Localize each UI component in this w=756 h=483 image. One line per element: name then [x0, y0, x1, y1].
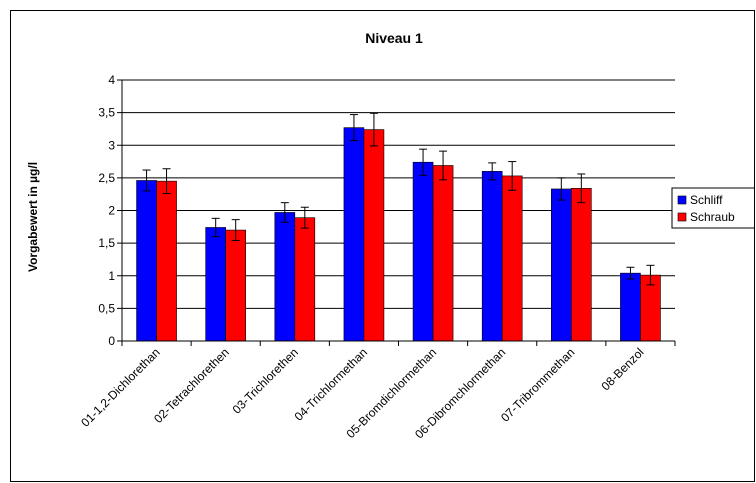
legend-swatch [677, 212, 687, 222]
y-tick-label: 0 [108, 334, 115, 348]
legend-label: Schliff [690, 193, 723, 207]
legend: Schliff Schraub [671, 187, 754, 229]
plot-area: 0 0,5 1 1,5 2 2,5 3 3,5 4 01-1,2-Dichlorethan02-T… [78, 73, 676, 441]
bar-schraub [501, 175, 523, 342]
bar-schliff [551, 188, 572, 342]
legend-label: Schraub [690, 210, 735, 224]
y-tick-label: 2 [108, 204, 115, 218]
bar-schliff [136, 180, 157, 342]
bar-schliff [274, 212, 296, 342]
x-tick-label: 02-Tetrachlorethen [151, 345, 232, 426]
bar-schraub [363, 129, 385, 342]
y-tick-label: 3,5 [98, 106, 115, 120]
y-tick-label: 3 [108, 138, 115, 152]
chart-frame: Niveau 1 0 0,5 1 1,5 2 2,5 3 3,5 4 01-1,2-Dichlor… [10, 10, 755, 482]
bar-schraub [225, 229, 246, 342]
y-tick-label: 4 [108, 73, 115, 87]
y-tick-label: 1 [108, 269, 115, 283]
x-tick-label: 08-Benzol [598, 345, 646, 393]
x-tick-label: 04-Trichlormethan [292, 345, 370, 423]
y-tick-label: 2,5 [98, 171, 115, 185]
y-tick-label: 1,5 [98, 236, 115, 250]
bar-schliff [620, 272, 641, 342]
y-tick-label: 0,5 [98, 301, 115, 315]
x-tick-label: 03-Trichlorethen [230, 345, 301, 416]
bar-schraub [294, 217, 316, 342]
bar-schliff [205, 227, 226, 342]
bar-schliff [481, 171, 503, 342]
bar-schraub [432, 165, 454, 342]
y-axis-label: Vorgabewert in µg/l [26, 162, 40, 272]
x-tick-label: 07-Tribrommethan [498, 345, 577, 424]
chart-title: Niveau 1 [365, 30, 423, 46]
bar-schliff [343, 127, 365, 342]
bar-schliff [412, 161, 434, 342]
legend-box [671, 187, 754, 229]
bar-schraub [571, 188, 592, 342]
bar-chart: Niveau 1 0 0,5 1 1,5 2 2,5 3 3,5 4 01-1,2-Dichlor… [26, 30, 754, 441]
x-tick-label: 01-1,2-Dichlorethan [78, 345, 162, 429]
bar-schraub [156, 180, 177, 342]
legend-swatch [677, 195, 687, 205]
